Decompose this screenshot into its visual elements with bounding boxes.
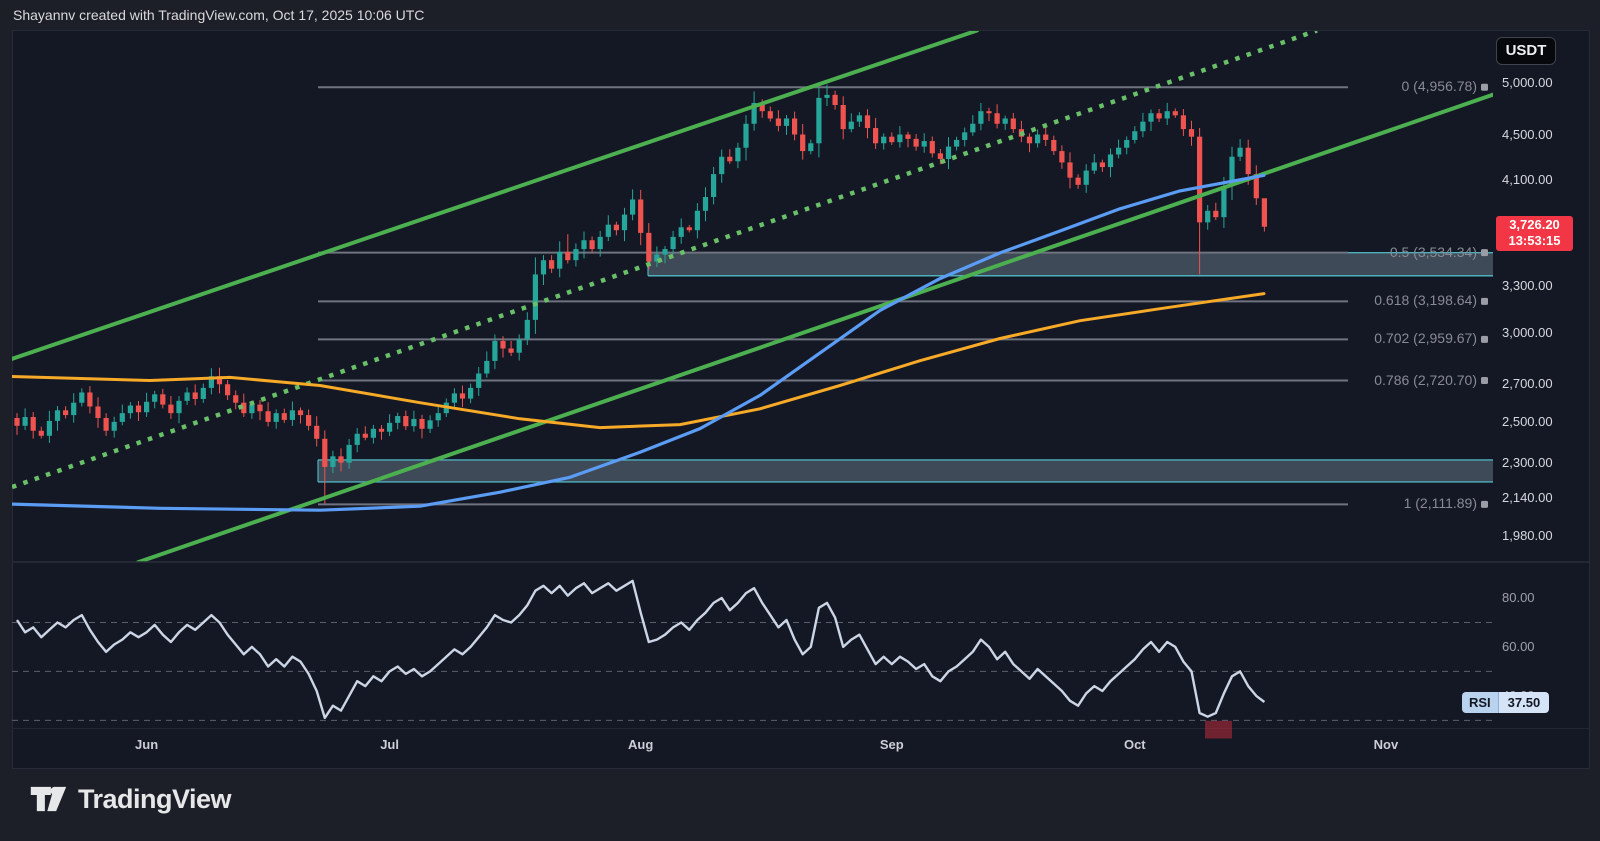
moving-averages	[12, 173, 1266, 512]
rsi-indicator-badge: RSI 37.50	[1462, 692, 1550, 713]
rsi-oversold-box	[1205, 720, 1232, 739]
attribution-text: Shayannv created with TradingView.com, O…	[13, 7, 425, 23]
price-tick-label: 2,500.00	[1502, 413, 1553, 429]
fib-level-label: 0.618 (3,198.64)	[1374, 292, 1477, 309]
fib-level-label: 0 (4,956.78)	[1401, 78, 1478, 95]
x-axis-label-sep: Sep	[879, 737, 904, 752]
fib-retracement-lines	[318, 83, 1488, 508]
price-tick-label: 1,980.00	[1502, 527, 1553, 543]
attribution-bar: Shayannv created with TradingView.com, O…	[0, 0, 1600, 30]
tradingview-logo-icon	[30, 786, 67, 812]
tradingview-logo-text: TradingView	[78, 783, 232, 814]
footer-bar: TradingView	[0, 770, 1600, 841]
price-tick-label: 2,300.00	[1502, 454, 1553, 470]
rsi-line	[15, 579, 1266, 720]
price-tick-label: 3,300.00	[1502, 278, 1553, 294]
fib-level-label: 0.786 (2,720.70)	[1374, 371, 1477, 388]
price-tick-label: 3,000.00	[1502, 324, 1553, 340]
price-tick-label: 2,140.00	[1502, 489, 1553, 505]
x-axis-label-aug: Aug	[628, 737, 654, 752]
price-tick-label: 2,700.00	[1502, 376, 1553, 392]
last-price-value: 3,726.20	[1509, 217, 1560, 232]
fib-level-label: 0.5 (3,534.34)	[1389, 243, 1477, 260]
price-tick-label: 4,100.00	[1502, 172, 1553, 188]
rsi-tick-label: 80.00	[1502, 590, 1535, 605]
fib-level-label: 1 (2,111.89)	[1403, 495, 1477, 512]
price-tick-label: 5,000.00	[1502, 75, 1553, 90]
x-axis-label-oct: Oct	[1123, 737, 1146, 752]
x-axis-label-jun: Jun	[135, 737, 159, 752]
support-resistance-zones	[317, 251, 1493, 483]
last-price-badge: 3,726.20 13:53:15	[1496, 216, 1573, 251]
x-axis-label-jul: Jul	[380, 737, 399, 752]
candle-countdown: 13:53:15	[1508, 233, 1561, 248]
ma-blue-line	[12, 173, 1266, 512]
quote-currency-badge: USDT	[1496, 37, 1556, 65]
x-axis-label-nov: Nov	[1373, 737, 1399, 752]
tradingview-logo[interactable]: TradingView	[30, 782, 232, 816]
trend-channel-lines	[12, 31, 1493, 562]
rsi-pane	[12, 579, 1493, 739]
rsi-tick-label: 60.00	[1502, 638, 1535, 654]
rsi-value: 37.50	[1498, 692, 1550, 713]
price-tick-label: 4,500.00	[1502, 126, 1553, 142]
fib-level-label: 0.702 (2,959.67)	[1374, 330, 1477, 347]
rsi-label: RSI	[1462, 692, 1499, 713]
candlestick-series	[14, 84, 1267, 504]
ma-orange-line	[12, 292, 1266, 430]
